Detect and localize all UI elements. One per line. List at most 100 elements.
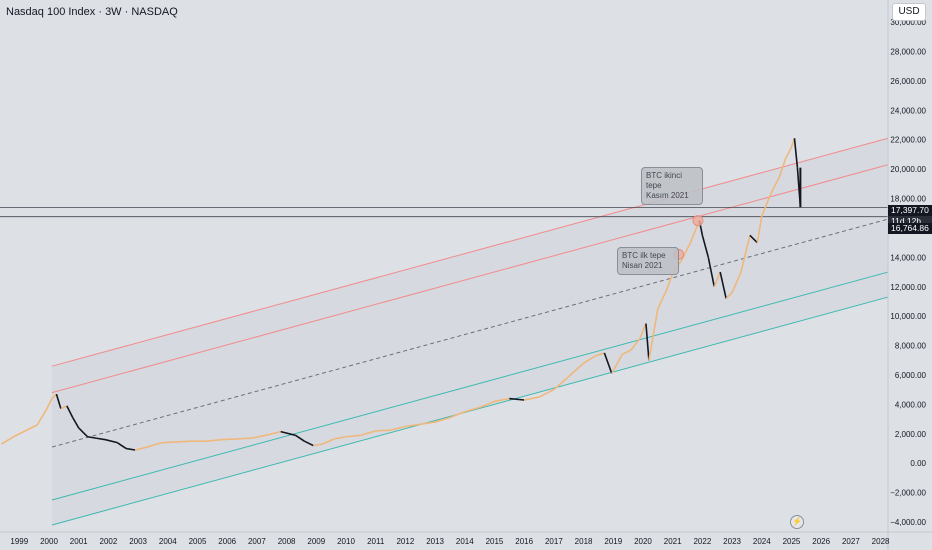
price-segment [479,400,495,409]
price-segment [756,216,763,243]
x-tick-label: 2019 [604,537,622,546]
price-segment [784,146,793,160]
price-segment [630,337,641,351]
x-tick-label: 2025 [783,537,801,546]
x-tick-label: 2024 [753,537,771,546]
channel-line-1 [51,164,889,394]
price-segment [221,438,237,441]
price-segment [405,423,421,428]
annotation-callout-first-peak[interactable]: BTC ilk tepe Nisan 2021 [617,247,679,275]
price-segment [713,271,721,288]
y-tick-label: 18,000.00 [890,195,926,204]
price-segment [13,430,26,438]
annotation-callout-second-peak[interactable]: BTC ikinci tepe Kasım 2021 [641,167,703,205]
y-tick-label: 20,000.00 [890,165,926,174]
price-segment [740,235,751,273]
price-segment [78,427,89,438]
price-segment [206,438,222,442]
price-segment [45,398,53,411]
reference-price-tag: 16,764.86 [888,223,932,234]
price-segment [611,354,623,374]
x-tick-label: 2017 [545,537,563,546]
price-segment [595,352,605,357]
price-segment [603,352,613,374]
y-tick-label: −2,000.00 [890,489,926,498]
x-tick-label: 2006 [218,537,236,546]
y-tick-label: 2,000.00 [895,430,927,439]
x-tick-label: 2005 [189,537,207,546]
price-segment [105,438,118,444]
price-segment [657,289,668,310]
annotation-text: Kasım 2021 [646,191,689,200]
x-tick-label: 2013 [426,537,444,546]
price-segment [321,438,335,445]
price-segment [769,176,781,195]
annotation-text: BTC ilk tepe [622,251,666,260]
price-segment [749,234,758,244]
price-segment [434,416,451,423]
y-tick-label: 4,000.00 [895,400,927,409]
price-segment [568,362,585,378]
price-segment [583,355,596,364]
x-tick-label: 2023 [723,537,741,546]
price-segment [639,323,647,339]
price-segment [236,437,251,440]
price-segment [280,430,296,437]
x-tick-label: 2010 [337,537,355,546]
last-price-tag: 17,397.70 [888,205,932,216]
price-segment [72,417,80,429]
channel-line-0 [51,137,889,367]
price-segment [731,271,742,293]
x-tick-label: 2004 [159,537,177,546]
price-segment [761,193,772,217]
x-tick-label: 2000 [40,537,58,546]
price-segment [793,138,799,168]
price-segment [146,441,163,448]
price-segment [265,430,281,437]
price-segment [621,349,632,356]
x-tick-label: 2027 [842,537,860,546]
y-tick-label: 26,000.00 [890,77,926,86]
price-segment [524,396,540,401]
x-tick-label: 2002 [100,537,118,546]
price-segment [304,440,314,447]
price-segment [295,434,305,442]
price-segment [24,424,38,432]
price-segment [725,292,733,300]
price-segment [449,411,466,419]
flash-icon[interactable]: ⚡ [790,515,804,529]
price-segment [719,271,727,299]
x-tick-label: 2007 [248,537,266,546]
currency-button[interactable]: USD [892,3,926,21]
price-segment [333,435,347,440]
x-tick-label: 2016 [515,537,533,546]
x-tick-label: 2021 [664,537,682,546]
price-segment [51,393,57,400]
x-tick-label: 2003 [129,537,147,546]
x-tick-label: 2001 [70,537,88,546]
y-tick-label: −4,000.00 [890,518,926,527]
price-segment [665,273,674,290]
x-tick-label: 2018 [575,537,593,546]
x-tick-label: 2028 [872,537,890,546]
price-segment [116,441,127,450]
peak-marker-0 [692,215,704,227]
y-tick-label: 0.00 [910,459,926,468]
price-segment [538,388,555,398]
price-segment [645,323,650,361]
channel-line-2 [51,218,889,448]
y-tick-label: 14,000.00 [890,253,926,262]
price-segment [509,397,525,401]
x-tick-label: 2012 [396,537,414,546]
price-segment [345,434,361,438]
x-tick-label: 2022 [693,537,711,546]
price-segment [66,405,74,419]
channel-line-3 [51,271,889,501]
price-segment [126,447,136,451]
x-tick-label: 2014 [456,537,474,546]
price-segment [87,435,97,440]
price-segment [778,158,787,177]
price-segment [250,434,266,440]
